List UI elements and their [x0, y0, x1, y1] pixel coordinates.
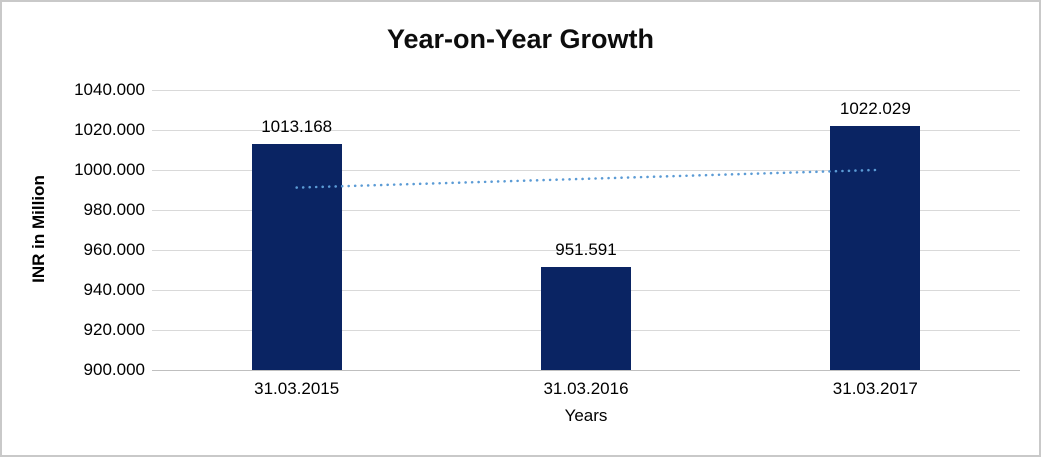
y-tick-label: 900.000 [83, 360, 145, 379]
bar-data-label: 1013.168 [261, 116, 333, 136]
bar [541, 266, 631, 370]
gridline [152, 210, 1020, 211]
y-tick-label: 980.000 [83, 200, 145, 219]
x-axis-title: Years [564, 406, 608, 425]
bar-data-label: 951.591 [555, 239, 617, 259]
chart-title: Year-on-Year Growth [386, 24, 655, 54]
x-tick-label: 31.03.2016 [543, 379, 629, 398]
y-tick-label: 1040.000 [74, 80, 145, 99]
x-tick-label: 31.03.2015 [254, 379, 340, 398]
bar-data-label: 1022.029 [839, 98, 911, 118]
trendline-dotted [295, 168, 877, 189]
bar [251, 143, 342, 370]
y-tick-label: 1000.000 [74, 160, 145, 179]
y-tick-label: 1020.000 [74, 120, 145, 139]
gridline [152, 250, 1020, 251]
bar [830, 125, 921, 370]
x-tick-label: 31.03.2017 [832, 379, 918, 398]
gridline [152, 90, 1020, 91]
y-tick-label: 960.000 [83, 240, 145, 259]
gridline [152, 130, 1020, 131]
x-axis-line [152, 370, 1020, 371]
y-tick-label: 920.000 [83, 320, 145, 339]
y-tick-label: 940.000 [83, 280, 145, 299]
